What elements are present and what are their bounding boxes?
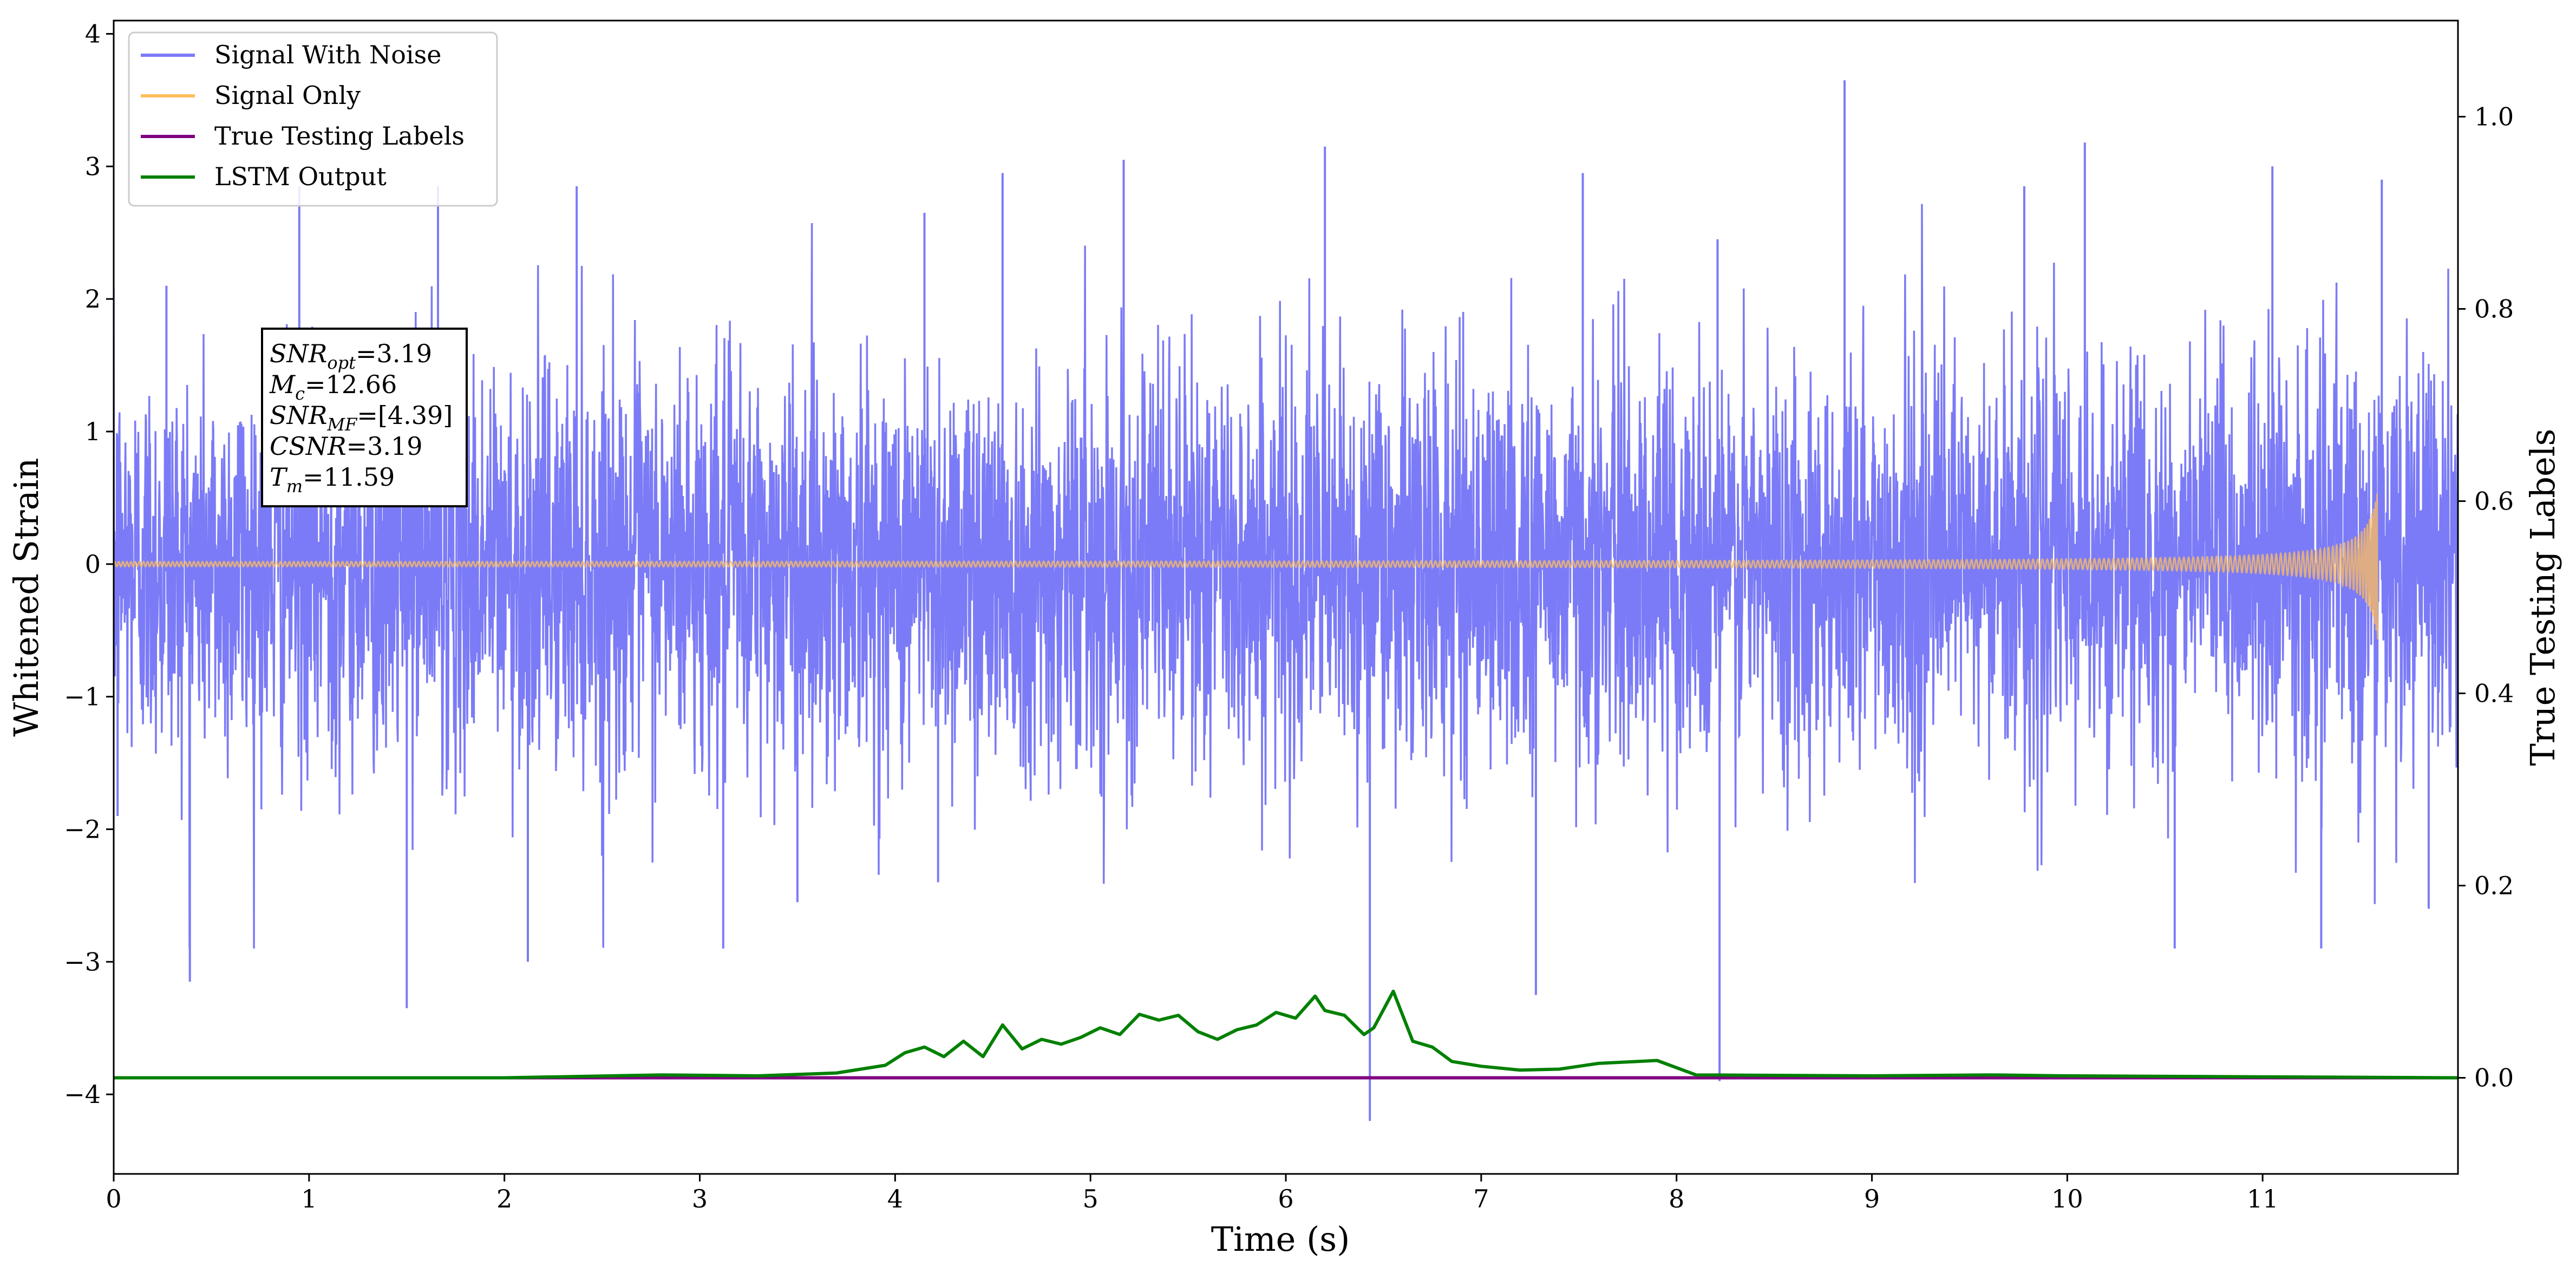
x-tick-label-9: 9	[1864, 1184, 1880, 1213]
y-right-tick-label-0: 0.0	[2474, 1063, 2514, 1093]
y-tick-label-1: −3	[64, 947, 101, 976]
y-right-tick-label-4: 0.8	[2474, 295, 2514, 324]
y-right-tick-label-1: 0.2	[2474, 871, 2514, 900]
x-tick-label-10: 10	[2051, 1184, 2083, 1213]
x-tick-label-7: 7	[1473, 1184, 1489, 1213]
legend-label-2: True Testing Labels	[214, 121, 465, 151]
y-axis-right-label: True Testing Labels	[2523, 429, 2562, 766]
annotation-line-1: Mc=12.66	[269, 370, 397, 404]
y-tick-label-3: −1	[64, 682, 101, 711]
annotation-line-3: CSNR=3.19	[270, 432, 423, 461]
x-tick-label-5: 5	[1083, 1184, 1099, 1213]
y-tick-label-4: 0	[85, 550, 101, 579]
parameter-annotation-box: SNRopt=3.19Mc=12.66SNRMF=[4.39]CSNR=3.19…	[261, 328, 468, 507]
y-tick-label-8: 4	[85, 19, 101, 48]
y-tick-label-7: 3	[85, 152, 101, 181]
axes: 0 1 2 3 4 5 6 7 8 9 10 11 −4 −3 −2 −1 0 1 2 3 4 0.0 0.2 0.4 0.6 0…	[64, 19, 2514, 1213]
y-right-tick-label-5: 1.0	[2474, 102, 2514, 132]
y-right-tick-label-2: 0.4	[2474, 679, 2514, 708]
x-tick-label-2: 2	[496, 1184, 512, 1213]
legend: Signal With Noise Signal Only True Testing…	[128, 31, 498, 207]
x-tick-label-8: 8	[1669, 1184, 1684, 1213]
legend-frame	[128, 31, 498, 207]
plot-area	[114, 80, 2458, 1121]
y-tick-label-6: 2	[85, 284, 101, 314]
y-right-tick-label-3: 0.6	[2474, 487, 2514, 516]
x-tick-label-1: 1	[301, 1184, 317, 1213]
annotation-line-2: SNRMF=[4.39]	[270, 401, 453, 435]
legend-label-3: LSTM Output	[214, 162, 387, 191]
y-tick-label-0: −4	[64, 1080, 101, 1109]
annotation-frame	[261, 328, 468, 507]
annotation-line-4: Tm=11.59	[270, 462, 395, 497]
series-signal-only-line	[114, 493, 2379, 639]
x-tick-label-11: 11	[2247, 1184, 2279, 1213]
y-axis-label: Whitened Strain	[6, 458, 46, 737]
x-axis-label: Time (s)	[1211, 1219, 1350, 1259]
annotation-line-0: SNRopt=3.19	[270, 339, 432, 373]
legend-label-0: Signal With Noise	[214, 40, 441, 69]
x-tick-label-4: 4	[887, 1184, 903, 1213]
y-tick-label-5: 1	[85, 417, 101, 446]
series-signal-with-noise-line	[114, 204, 2458, 949]
x-tick-label-3: 3	[692, 1184, 708, 1213]
x-tick-label-0: 0	[106, 1184, 121, 1213]
legend-label-1: Signal Only	[214, 81, 361, 110]
series-lstm-output-line	[114, 989, 2458, 1080]
x-tick-label-6: 6	[1278, 1184, 1293, 1213]
y-tick-label-2: −2	[64, 814, 101, 844]
